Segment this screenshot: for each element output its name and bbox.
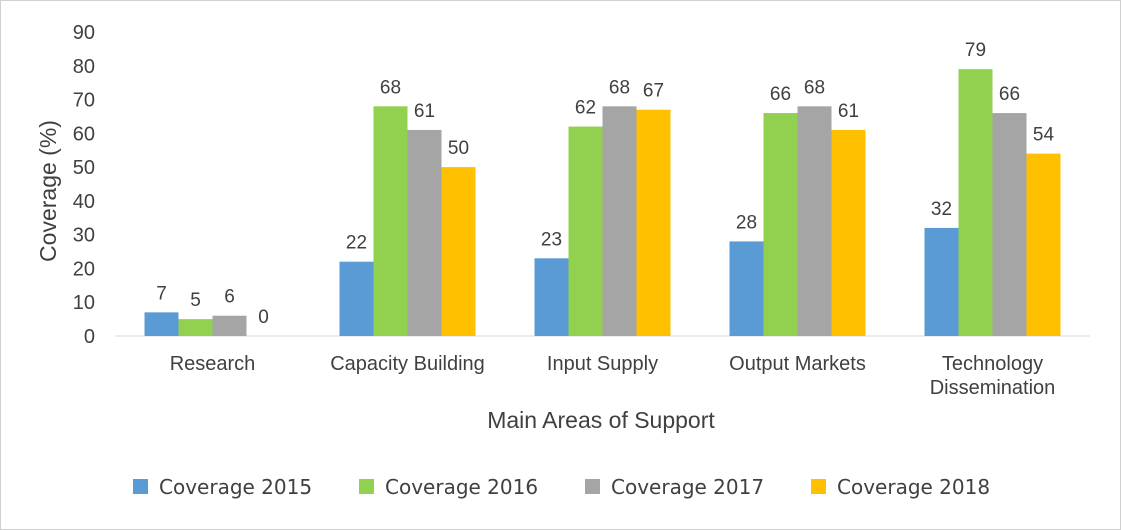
y-axis-ticks: 0 10 20 30 40 50 60 70 80 90 [73, 22, 95, 348]
category-labels: Research Capacity Building Input Supply Out… [170, 353, 1056, 399]
bar [1026, 153, 1061, 336]
bar [144, 312, 179, 336]
x-tick-label: Research [170, 353, 256, 375]
data-label: 66 [770, 84, 791, 105]
legend-swatch [359, 479, 374, 494]
data-label: 61 [838, 101, 859, 122]
data-label: 0 [258, 307, 269, 328]
data-label: 66 [999, 84, 1020, 105]
bar [831, 129, 866, 336]
bar [797, 106, 832, 336]
data-label: 5 [190, 290, 201, 311]
data-label: 7 [156, 283, 167, 304]
y-axis-title: Coverage (%) [35, 120, 61, 262]
x-tick-label: Technology Dissemination [930, 353, 1056, 399]
bar [729, 241, 764, 336]
y-tick-label: 90 [73, 22, 95, 44]
legend-label: Coverage 2017 [611, 475, 764, 499]
data-label: 23 [541, 229, 562, 250]
data-label: 61 [414, 101, 435, 122]
x-tick-label: Output Markets [729, 353, 866, 375]
bar [992, 113, 1027, 336]
legend-swatch [585, 479, 600, 494]
legend-label: Coverage 2015 [159, 475, 312, 499]
legend-swatch [811, 479, 826, 494]
data-label: 62 [575, 98, 596, 119]
y-tick-label: 20 [73, 258, 95, 280]
bar [568, 126, 603, 336]
legend-swatch [133, 479, 148, 494]
bar [924, 227, 959, 336]
bar [178, 319, 213, 336]
data-label: 28 [736, 212, 757, 233]
y-tick-label: 40 [73, 191, 95, 213]
data-label: 68 [380, 77, 401, 98]
y-tick-label: 10 [73, 292, 95, 314]
data-label: 32 [931, 199, 952, 220]
legend-label: Coverage 2016 [385, 475, 538, 499]
bar [636, 109, 671, 336]
y-tick-label: 30 [73, 225, 95, 247]
bar [339, 261, 374, 336]
y-tick-label: 70 [73, 90, 95, 112]
data-label: 6 [224, 287, 235, 308]
y-tick-label: 50 [73, 157, 95, 179]
bar [212, 315, 247, 336]
legend: Coverage 2015 Coverage 2016 Coverage 2017 C… [133, 475, 990, 499]
legend-label: Coverage 2018 [837, 475, 990, 499]
data-labels: 7 5 6 0 22 68 61 50 23 62 68 67 28 66 68 61 32 79 66 54 [156, 40, 1054, 328]
data-label: 68 [609, 77, 630, 98]
y-tick-label: 0 [84, 326, 95, 348]
bar [441, 167, 476, 336]
bar [602, 106, 637, 336]
data-label: 79 [965, 40, 986, 61]
bar [763, 113, 798, 336]
bar [958, 69, 993, 337]
bar [407, 129, 442, 336]
y-tick-label: 80 [73, 56, 95, 78]
data-label: 68 [804, 77, 825, 98]
x-tick-label: Capacity Building [330, 353, 485, 375]
data-label: 22 [346, 233, 367, 254]
data-label: 50 [448, 138, 469, 159]
bar [373, 106, 408, 336]
bars [144, 69, 1061, 337]
data-label: 67 [643, 81, 664, 102]
y-tick-label: 60 [73, 123, 95, 145]
data-label: 54 [1033, 125, 1055, 146]
bar [534, 258, 569, 336]
x-tick-label: Input Supply [547, 353, 658, 375]
x-axis-title: Main Areas of Support [487, 407, 715, 433]
